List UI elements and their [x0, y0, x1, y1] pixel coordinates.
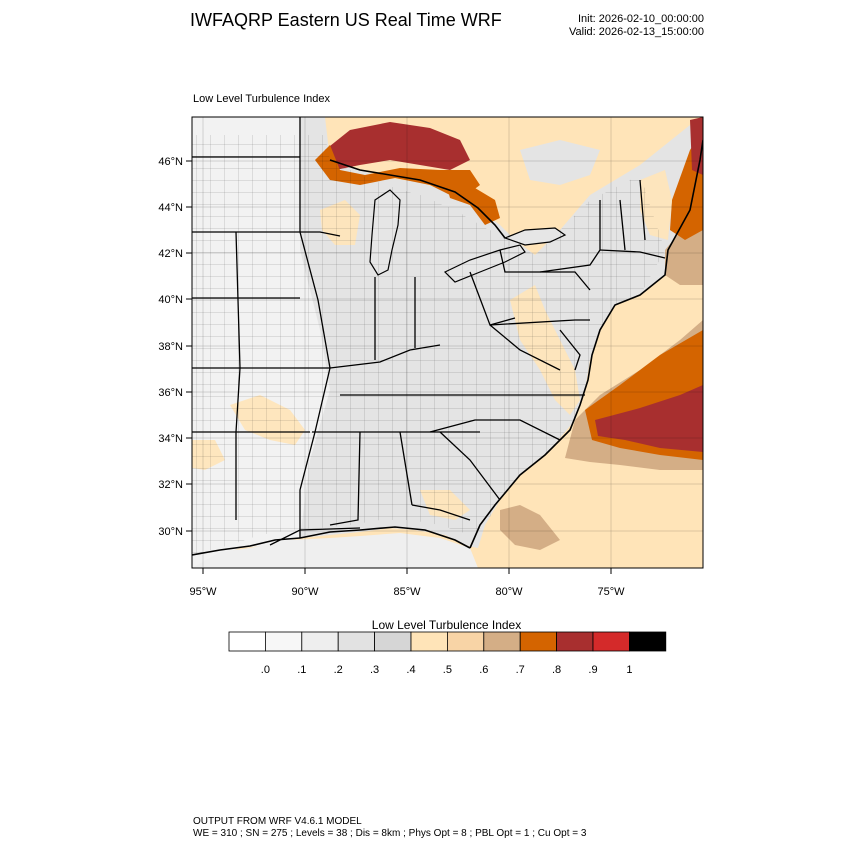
colorbar-swatch: [410, 631, 448, 652]
init-time: Init: 2026-02-10_00:00:00: [578, 13, 704, 25]
ocean-red-band: [595, 385, 703, 452]
colorbar-tick-label: 1: [626, 664, 632, 676]
colorbar-swatch: [374, 631, 412, 652]
footer-model-line: OUTPUT FROM WRF V4.6.1 MODEL: [193, 816, 362, 827]
lake-superior-red: [325, 122, 470, 170]
coastlines: [192, 139, 703, 556]
model-footer: OUTPUT FROM WRF V4.6.1 MODEL WE = 310 ; …: [193, 816, 586, 840]
time-info: Init: 2026-02-10_00:00:00 Valid: 2026-02…: [569, 13, 704, 39]
colorbar-tick-label: .9: [588, 664, 597, 676]
lat-label-38: 38°N: [158, 341, 183, 353]
colorbar-swatch: [228, 631, 266, 652]
lat-label-30: 30°N: [158, 526, 183, 538]
colorbar-tick-label: .4: [406, 664, 415, 676]
lon-label-85: 85°W: [393, 586, 421, 598]
longitude-axis: 95°W 90°W 85°W 80°W 75°W: [189, 568, 625, 598]
colorbar-swatch: [556, 631, 594, 652]
lat-label-36: 36°N: [158, 387, 183, 399]
field-label: Low Level Turbulence Index: [193, 93, 330, 105]
lat-label-34: 34°N: [158, 433, 183, 445]
colorbar-title: Low Level Turbulence Index: [371, 618, 522, 632]
lake-huron-orange: [445, 180, 500, 225]
gulf-water: [192, 533, 478, 568]
lat-label-32: 32°N: [158, 479, 183, 491]
lon-label-90: 90°W: [291, 586, 319, 598]
colorbar-tick-label: .6: [479, 664, 488, 676]
state-boundaries: [192, 117, 666, 546]
lat-label-42: 42°N: [158, 248, 183, 260]
lon-label-75: 75°W: [597, 586, 625, 598]
latitude-axis: 46°N 44°N 42°N 40°N 38°N 36°N 34°N 32°N …: [158, 156, 192, 538]
ne-ocean-red: [690, 117, 703, 175]
colorbar-swatch: [301, 631, 339, 652]
footer-params-line: WE = 310 ; SN = 275 ; Levels = 38 ; Dis …: [193, 828, 587, 839]
colorbar-swatch: [446, 631, 485, 652]
plot-title: IWFAQRP Eastern US Real Time WRF: [190, 10, 502, 30]
colorbar-swatch: [629, 631, 667, 652]
colorbar-tick-label: .0: [261, 664, 270, 676]
colorbar-swatch: [264, 631, 303, 652]
ocean-tan-patch: [500, 505, 560, 550]
colorbar: .0 .1 .2 .3 .4 .5 .6 .7 .8 .9 1: [228, 631, 667, 676]
canada-grey: [520, 140, 600, 185]
map-frame: [191, 116, 704, 569]
valid-time: Valid: 2026-02-13_15:00:00: [569, 26, 704, 38]
colorbar-tick-label: .5: [443, 664, 452, 676]
lon-label-95: 95°W: [189, 586, 217, 598]
lat-label-46: 46°N: [158, 156, 183, 168]
colorbar-tick-label: .7: [516, 664, 525, 676]
colorbar-swatch: [483, 631, 521, 652]
colorbar-tick-label: .2: [334, 664, 343, 676]
graticule: [192, 117, 703, 568]
colorbar-swatch: [592, 631, 630, 652]
colorbar-tick-label: .3: [370, 664, 379, 676]
lat-label-40: 40°N: [158, 294, 183, 306]
colorbar-swatch: [519, 631, 558, 652]
colorbar-tick-label: .8: [552, 664, 561, 676]
lat-label-44: 44°N: [158, 202, 183, 214]
lon-label-80: 80°W: [495, 586, 523, 598]
map-panel: [192, 117, 703, 568]
colorbar-tick-label: .1: [297, 664, 306, 676]
colorbar-swatch: [337, 631, 376, 652]
